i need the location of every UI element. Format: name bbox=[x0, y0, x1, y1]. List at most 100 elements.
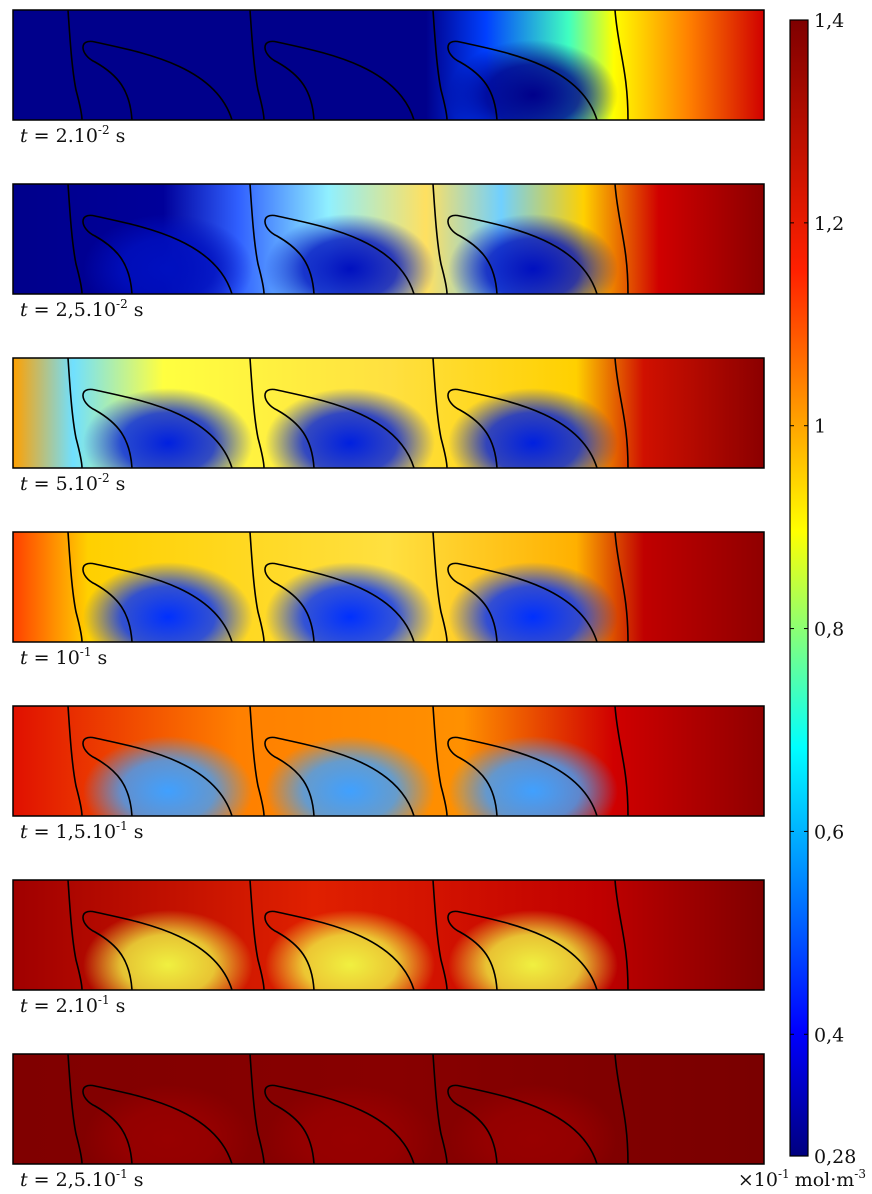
panel-frame bbox=[12, 9, 765, 121]
time-label: t = 1,5.10-1 s bbox=[20, 819, 144, 843]
boundary bbox=[432, 532, 448, 642]
field-blob bbox=[448, 910, 618, 990]
boundary bbox=[82, 40, 233, 120]
boundary bbox=[82, 736, 233, 816]
time-label: t = 2.10-1 s bbox=[20, 993, 125, 1017]
time-variable: t bbox=[20, 125, 28, 147]
field-blob bbox=[448, 562, 618, 642]
boundary bbox=[67, 880, 83, 990]
boundary bbox=[447, 910, 598, 990]
time-unit: s bbox=[134, 821, 144, 843]
panel bbox=[13, 358, 764, 468]
field-blob bbox=[83, 1084, 253, 1164]
boundary bbox=[432, 10, 448, 120]
tick-label: 1,2 bbox=[814, 213, 844, 235]
boundary bbox=[447, 214, 598, 294]
time-value: = 5.10 bbox=[34, 473, 98, 495]
units-exponent: -3 bbox=[854, 1167, 866, 1181]
field-blob bbox=[265, 736, 435, 816]
time-unit: s bbox=[97, 647, 107, 669]
boundary bbox=[249, 706, 265, 816]
time-value: = 10 bbox=[34, 647, 80, 669]
boundary bbox=[249, 1054, 265, 1164]
field-blob bbox=[265, 910, 435, 990]
boundary bbox=[614, 358, 629, 468]
boundary bbox=[67, 358, 83, 468]
time-exponent: -1 bbox=[98, 993, 110, 1007]
field-blob bbox=[83, 562, 253, 642]
panel-frame bbox=[12, 531, 765, 643]
field-blob bbox=[265, 1084, 435, 1164]
time-label: t = 2,5.10-2 s bbox=[20, 297, 144, 321]
boundary bbox=[264, 910, 415, 990]
field-blob bbox=[83, 214, 253, 294]
time-unit: s bbox=[116, 995, 126, 1017]
tick-label: 0,4 bbox=[814, 1024, 844, 1046]
time-exponent: -2 bbox=[98, 123, 110, 137]
boundary bbox=[432, 1054, 448, 1164]
boundary bbox=[249, 10, 265, 120]
time-label: t = 5.10-2 s bbox=[20, 471, 125, 495]
boundary bbox=[67, 184, 83, 294]
time-unit: s bbox=[134, 1169, 144, 1191]
panel bbox=[13, 184, 764, 294]
panel bbox=[13, 532, 764, 642]
field-blob bbox=[83, 910, 253, 990]
time-value: = 2.10 bbox=[34, 125, 98, 147]
time-variable: t bbox=[20, 647, 28, 669]
field-blob bbox=[448, 388, 618, 468]
boundary bbox=[447, 562, 598, 642]
time-label: t = 10-1 s bbox=[20, 645, 107, 669]
boundary bbox=[82, 388, 233, 468]
boundary bbox=[249, 880, 265, 990]
boundary bbox=[614, 10, 629, 120]
time-label: t = 2,5.10-1 s bbox=[20, 1167, 144, 1191]
boundary bbox=[614, 1054, 629, 1164]
tick-label: 0,8 bbox=[814, 619, 844, 641]
boundary bbox=[447, 1084, 598, 1164]
boundary bbox=[67, 10, 83, 120]
time-exponent: -2 bbox=[116, 297, 128, 311]
boundary bbox=[264, 1084, 415, 1164]
field-blob bbox=[265, 40, 435, 120]
boundary bbox=[264, 214, 415, 294]
time-exponent: -1 bbox=[116, 819, 128, 833]
boundary bbox=[447, 40, 598, 120]
boundary bbox=[249, 358, 265, 468]
units-unit: mol·m bbox=[795, 1169, 855, 1191]
boundary bbox=[249, 532, 265, 642]
tick-label: 1 bbox=[814, 416, 826, 438]
panel-frame bbox=[12, 1053, 765, 1165]
boundary bbox=[432, 880, 448, 990]
time-value: = 2,5.10 bbox=[34, 1169, 116, 1191]
field-blob bbox=[448, 40, 618, 120]
field-blob bbox=[83, 40, 253, 120]
colorbar-fill bbox=[789, 19, 809, 1157]
tick-label: 0,6 bbox=[814, 821, 844, 843]
time-exponent: -2 bbox=[98, 471, 110, 485]
time-variable: t bbox=[20, 473, 28, 495]
boundary bbox=[67, 706, 83, 816]
boundary bbox=[432, 706, 448, 816]
boundary bbox=[82, 562, 233, 642]
tick-label: 0,28 bbox=[814, 1146, 856, 1168]
time-unit: s bbox=[116, 473, 126, 495]
time-variable: t bbox=[20, 995, 28, 1017]
colorbar: 0,28 0,4 0,6 0,8 1 1,2 1,4 ×10-1 mol·m-3 bbox=[738, 10, 866, 1191]
boundary bbox=[614, 532, 629, 642]
time-variable: t bbox=[20, 1169, 28, 1191]
tick-label: 1,4 bbox=[814, 10, 844, 32]
time-unit: s bbox=[134, 299, 144, 321]
field-blob bbox=[265, 214, 435, 294]
boundary bbox=[614, 706, 629, 816]
time-value: = 1,5.10 bbox=[34, 821, 116, 843]
field-blob bbox=[265, 562, 435, 642]
panel-frame bbox=[12, 357, 765, 469]
time-exponent: -1 bbox=[116, 1167, 128, 1181]
time-variable: t bbox=[20, 821, 28, 843]
boundary bbox=[264, 562, 415, 642]
field-blob bbox=[448, 1084, 618, 1164]
boundary bbox=[614, 184, 629, 294]
panel bbox=[13, 1054, 764, 1164]
